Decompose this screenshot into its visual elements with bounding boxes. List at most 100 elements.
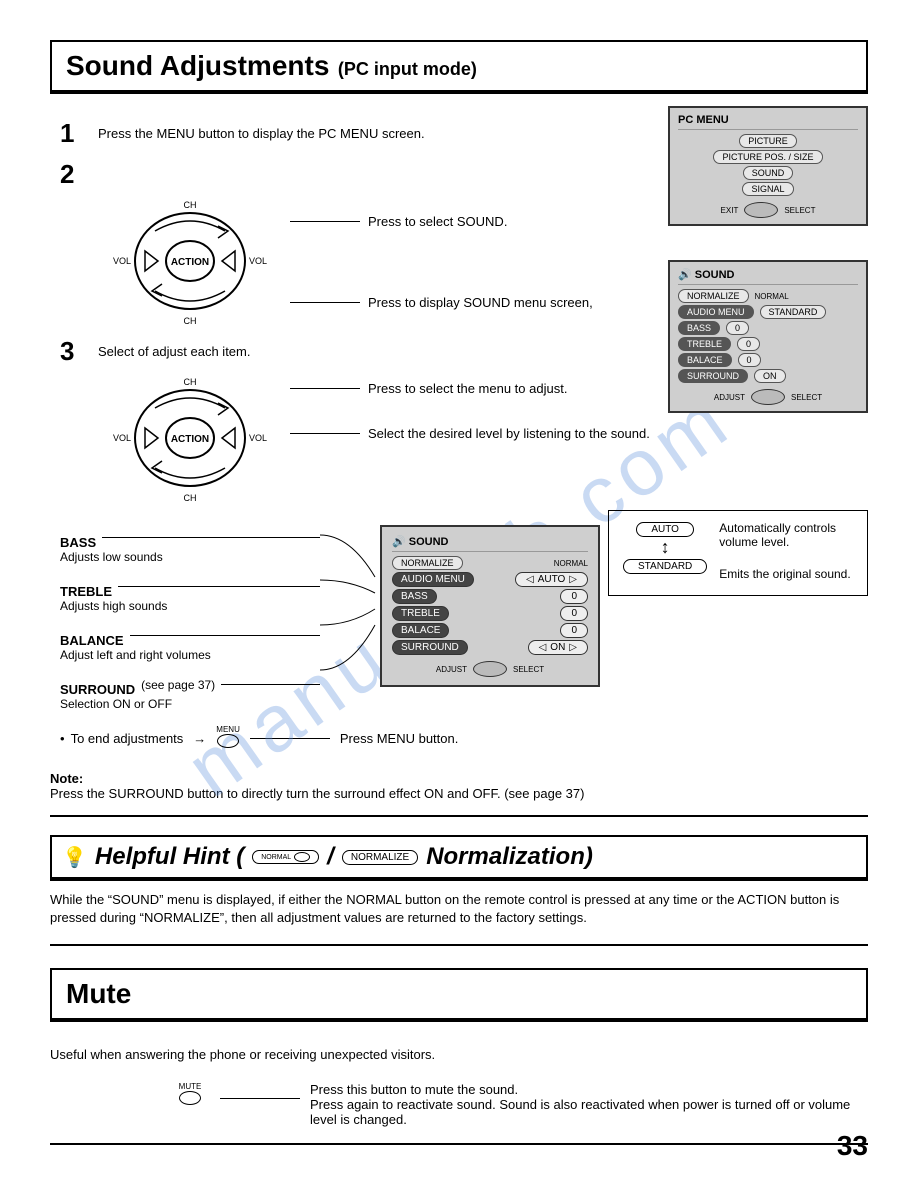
sound-small-normal: NORMAL [755,292,789,301]
separator-1 [50,815,868,817]
def-treble-d: Adjusts high sounds [60,599,320,613]
hint-pill-normal: NORMAL [252,850,319,864]
svg-text:VOL: VOL [113,433,131,443]
sound-big-title: 🔊 SOUND [392,535,588,552]
end-adjustments-row: To end adjustments → MENU Press MENU but… [60,725,868,751]
sound-small-row-audio: AUDIO MENUSTANDARD [678,305,858,319]
def-surround-d: Selection ON or OFF [60,697,320,711]
dial-icon-1: ACTION CH CH VOL VOL [110,196,270,326]
svg-text:CH: CH [184,200,197,210]
svg-text:VOL: VOL [249,433,267,443]
mute-lead: Useful when answering the phone or recei… [50,1046,868,1064]
sound-menu-small-title: 🔊 SOUND [678,268,858,285]
standard-desc: Emits the original sound. [719,567,853,581]
def-balance-d: Adjust left and right volumes [60,648,320,662]
separator-2 [50,944,868,946]
pc-menu-item-signal: SIGNAL [742,182,793,196]
note-text: Press the SURROUND button to directly tu… [50,786,868,801]
svg-text:CH: CH [184,377,197,387]
sound-small-select: SELECT [791,393,822,402]
sound-small-normalize: NORMALIZE [678,289,749,303]
page-number: 33 [837,1130,868,1162]
svg-text:ACTION: ACTION [171,257,209,268]
title-sub: (PC input mode) [338,59,477,79]
step-3-line1: Press to select the menu to adjust. [368,381,567,396]
section-title-sound-adjustments: Sound Adjustments (PC input mode) [50,40,868,94]
note-heading: Note: [50,771,868,786]
pc-menu-title: PC MENU [678,114,858,130]
standard-label: STANDARD [623,559,707,574]
def-surround-h: SURROUND [60,682,135,697]
hint-slash: / [327,843,334,871]
sound-big-row-treble: TREBLE0 [392,606,588,621]
separator-3 [50,1143,868,1145]
svg-text:CH: CH [184,316,197,326]
def-bass-d: Adjusts low sounds [60,550,320,564]
step-3-text: Select of adjust each item. [98,336,250,359]
sound-small-row-surround: SURROUNDON [678,369,858,383]
auto-standard-box: AUTO ↕ STANDARD Automatically controls v… [608,510,868,596]
dial-icon-2: ACTION CH CH VOL VOL [110,373,270,503]
pc-menu-item-picture: PICTURE [739,134,797,148]
sound-big-row-surround: SURROUND◁ ON ▷ [392,640,588,655]
step-2-number: 2 [60,159,84,190]
menu-button-icon [217,734,239,748]
lightbulb-icon: 💡 [62,845,87,870]
sound-small-row-bass: BASS0 [678,321,858,335]
step-1-text: Press the MENU button to display the PC … [98,118,425,141]
def-surround-hs: (see page 37) [141,678,215,692]
hint-title-1: Helpful Hint ( [95,843,244,871]
mute-line2: Press again to reactivate sound. Sound i… [310,1097,868,1127]
updown-arrow-icon: ↕ [623,537,707,558]
sound-big-row-audio: AUDIO MENU◁ AUTO ▷ [392,572,588,587]
connector-lines-icon [320,525,380,695]
pc-menu-panel: PC MENU PICTURE PICTURE POS. / SIZE SOUN… [668,106,868,226]
pc-menu-exit-label: EXIT [721,206,739,215]
def-balance-h: BALANCE [60,633,124,648]
mute-button-icon [179,1091,201,1105]
end-menu-small-label: MENU [216,725,240,734]
step-1-number: 1 [60,118,84,149]
helpful-hint-box: 💡 Helpful Hint ( NORMAL / NORMALIZE Norm… [50,835,868,881]
sound-big-normal: NORMAL [554,559,588,568]
hint-pill-normalize: NORMALIZE [342,850,418,865]
sound-big-normalize: NORMALIZE [392,556,463,570]
sound-big-row-balance: BALACE0 [392,623,588,638]
step-3-number: 3 [60,336,84,367]
def-treble-h: TREBLE [60,584,112,599]
sound-big-row-bass: BASS0 [392,589,588,604]
sound-big-nav-icon [473,661,507,677]
mute-title: Mute [66,978,131,1009]
pc-menu-select-label: SELECT [784,206,815,215]
svg-text:VOL: VOL [249,256,267,266]
sound-big-select: SELECT [513,665,544,674]
svg-text:VOL: VOL [113,256,131,266]
sound-menu-big: 🔊 SOUND NORMALIZE NORMAL AUDIO MENU◁ AUTO… [380,525,600,687]
auto-label: AUTO [636,522,694,537]
end-text: Press MENU button. [340,731,459,746]
pc-menu-item-sound: SOUND [743,166,794,180]
section-title-mute: Mute [50,968,868,1022]
note-block: Note: Press the SURROUND button to direc… [50,771,868,801]
title-main: Sound Adjustments [66,50,329,81]
step-3-line2: Select the desired level by listening to… [368,426,650,441]
sound-small-row-balance: BALACE0 [678,353,858,367]
sound-big-adjust: ADJUST [436,665,467,674]
step-2-line2: Press to display SOUND menu screen, [368,295,593,310]
sound-menu-small: 🔊 SOUND NORMALIZE NORMAL AUDIO MENUSTANDA… [668,260,868,413]
step-2-line1: Press to select SOUND. [368,214,507,229]
svg-text:CH: CH [184,493,197,503]
mute-btn-label: MUTE [160,1082,220,1091]
auto-desc: Automatically controls volume level. [719,521,853,549]
sound-small-adjust: ADJUST [714,393,745,402]
mute-line1: Press this button to mute the sound. [310,1082,868,1097]
hint-body: While the “SOUND” menu is displayed, if … [50,891,868,926]
end-arrow: → [193,731,206,746]
sound-small-row-treble: TREBLE0 [678,337,858,351]
pc-menu-nav-icon [744,202,778,218]
def-bass-h: BASS [60,535,96,550]
end-label: To end adjustments [60,731,183,746]
sound-small-nav-icon [751,389,785,405]
pc-menu-item-picture-pos: PICTURE POS. / SIZE [713,150,822,164]
hint-title-2: Normalization) [426,843,593,871]
